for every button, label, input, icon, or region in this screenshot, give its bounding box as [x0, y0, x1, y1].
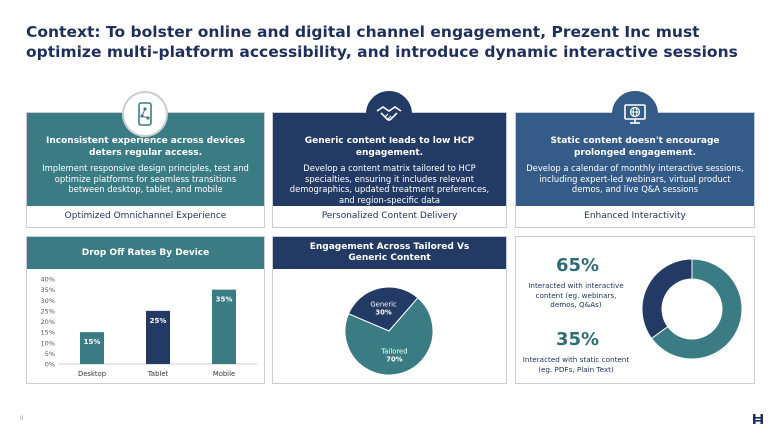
y-tick-label: 10%	[41, 339, 55, 347]
y-tick-label: 25%	[41, 307, 55, 315]
y-tick-label: 15%	[41, 329, 55, 337]
bar-value-label: 35%	[216, 296, 233, 304]
interactive-percent: 65%	[556, 255, 600, 276]
donut-segment	[650, 258, 743, 360]
card-footer: Enhanced Interactivity	[584, 211, 686, 221]
page-title: Context: To bolster online and digital c…	[26, 23, 738, 61]
handshake-icon	[366, 91, 412, 137]
monitor-globe-icon	[612, 91, 658, 137]
card-body: Implement responsive design principles, …	[42, 163, 249, 195]
brand-logo-icon	[752, 412, 764, 430]
bar	[212, 289, 236, 364]
mobile-network-icon	[122, 91, 168, 137]
dropoff-bar-chart: 0% 5% 10% 15% 20% 25% 30% 35% 40% 15% Desktop 25% Ta…	[41, 276, 257, 378]
card-heading: Generic content leads to low HCP engagem…	[304, 136, 475, 158]
y-tick-label: 5%	[45, 350, 55, 358]
y-tick-label: 40%	[41, 276, 55, 284]
category-label: Mobile	[213, 370, 235, 378]
interactive-text: Interacted with interactive content (eg.…	[528, 281, 624, 309]
bar-value-label: 15%	[84, 338, 101, 346]
pie-value-label: 30%	[375, 308, 391, 316]
pie-slice	[344, 297, 434, 376]
panel-title: Drop Off Rates By Device	[27, 237, 264, 269]
card-header: Static content doesn't encourage prolong…	[516, 113, 754, 206]
pie-slice	[347, 286, 419, 332]
card-body: Develop a calendar of monthly interactiv…	[526, 163, 744, 195]
card-heading: Static content doesn't encourage prolong…	[550, 136, 720, 158]
bar-value-label: 25%	[150, 317, 167, 325]
interaction-donut-chart	[641, 258, 743, 360]
y-tick-label: 35%	[41, 286, 55, 294]
pie-label: Tailored	[380, 348, 407, 356]
category-label: Tablet	[147, 370, 169, 378]
card-footer: Personalized Content Delivery	[321, 211, 458, 221]
bar	[80, 332, 104, 364]
dropoff-panel: Drop Off Rates By Device 0% 5% 10% 15% 20% 25…	[26, 236, 265, 384]
card-heading: Inconsistent experience across devices d…	[46, 136, 245, 158]
card-header: Generic content leads to low HCP engagem…	[273, 113, 506, 206]
page-number: 9	[20, 416, 24, 422]
card-body: Develop a content matrix tailored to HCP…	[289, 163, 490, 205]
interactivity-panel: 65% Interacted with interactive content …	[515, 236, 755, 384]
panel-title: Engagement Across Tailored Vs Generic Co…	[273, 237, 506, 269]
y-tick-label: 20%	[41, 318, 55, 326]
card-footer: Optimized Omnichannel Experience	[64, 211, 227, 221]
pie-label: Generic	[370, 300, 397, 308]
static-text: Interacted with static content (eg. PDFs…	[522, 355, 630, 374]
donut-segment	[641, 258, 693, 340]
y-tick-label: 30%	[41, 297, 55, 305]
engagement-panel: Engagement Across Tailored Vs Generic Co…	[272, 236, 507, 384]
static-percent: 35%	[556, 329, 600, 350]
bar	[146, 310, 170, 364]
pie-value-label: 70%	[386, 356, 402, 364]
category-label: Desktop	[78, 370, 106, 378]
y-tick-label: 0%	[45, 361, 55, 369]
